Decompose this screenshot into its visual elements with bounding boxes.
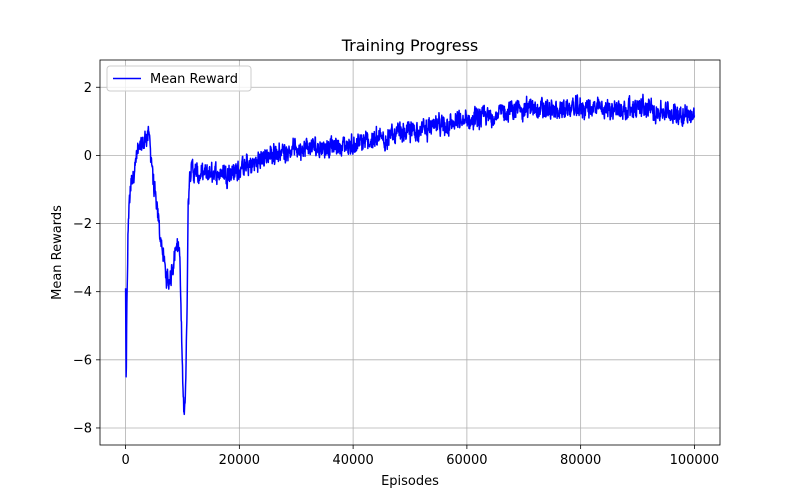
- legend-label: Mean Reward: [150, 72, 238, 87]
- x-tick-label: 60000: [446, 453, 487, 468]
- tick-layer: 0 20000 40000 60000 80000 100000 −8 −6 −4 −2 0 2: [73, 81, 719, 468]
- x-tick-label: 40000: [332, 453, 373, 468]
- x-tick-label: 0: [121, 453, 129, 468]
- legend-box: [106, 65, 252, 92]
- y-tick-label: −2: [73, 217, 92, 232]
- y-tick-label: −8: [73, 421, 92, 436]
- y-tick-label: 0: [84, 149, 92, 164]
- series-line-0: [124, 93, 696, 416]
- x-tick-label: 20000: [219, 453, 260, 468]
- x-axis-label: Episodes: [381, 474, 439, 489]
- y-tick-label: −6: [73, 353, 92, 368]
- y-tick-label: 2: [84, 81, 92, 96]
- legend: Mean Reward: [106, 65, 252, 92]
- y-tick-label: −4: [73, 285, 92, 300]
- x-tick-label: 80000: [560, 453, 601, 468]
- y-axis-label: Mean Rewards: [50, 205, 65, 300]
- series-layer: [124, 93, 696, 416]
- grid-layer: [100, 60, 720, 445]
- plot-area-frame: [99, 59, 721, 446]
- chart-title: Training Progress: [341, 36, 479, 55]
- x-tick-label: 100000: [670, 453, 720, 468]
